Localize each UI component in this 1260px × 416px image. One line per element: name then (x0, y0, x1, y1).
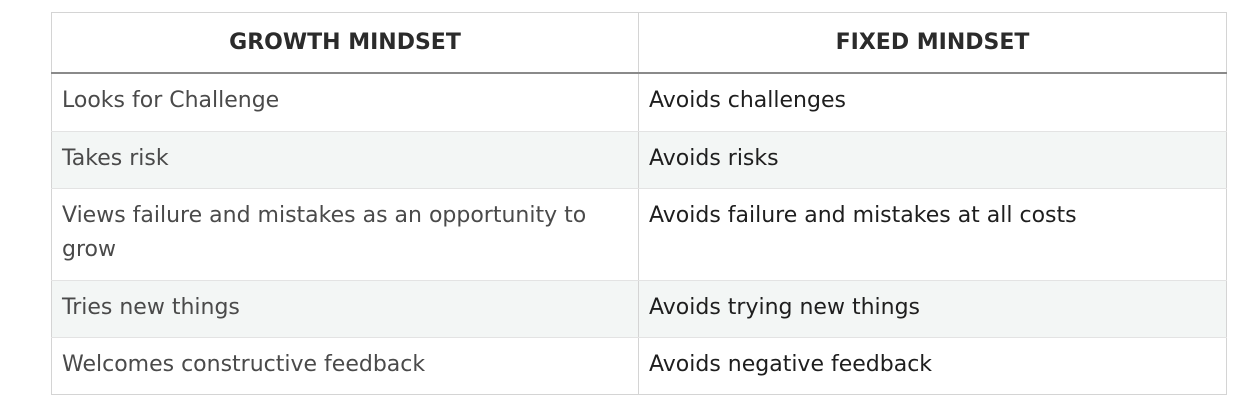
fixed-cell: Avoids challenges (638, 72, 1227, 132)
table-row: Takes risk Avoids risks (51, 131, 1227, 189)
table-body: Looks for Challenge Avoids challenges Ta… (51, 72, 1227, 395)
column-header-growth-mindset: GROWTH MINDSET (51, 12, 639, 74)
fixed-cell: Avoids risks (638, 131, 1227, 189)
mindset-comparison-table: GROWTH MINDSET FIXED MINDSET Looks for C… (51, 12, 1227, 395)
growth-cell: Tries new things (51, 280, 639, 338)
mindset-comparison-table-container: GROWTH MINDSET FIXED MINDSET Looks for C… (51, 12, 1227, 395)
growth-cell: Views failure and mistakes as an opportu… (51, 188, 639, 281)
growth-cell: Takes risk (51, 131, 639, 189)
header-row: GROWTH MINDSET FIXED MINDSET (51, 12, 1227, 74)
table-row: Looks for Challenge Avoids challenges (51, 72, 1227, 132)
table-row: Tries new things Avoids trying new thing… (51, 280, 1227, 338)
fixed-cell: Avoids negative feedback (638, 337, 1227, 395)
fixed-cell: Avoids trying new things (638, 280, 1227, 338)
table-header: GROWTH MINDSET FIXED MINDSET (51, 12, 1227, 74)
table-row: Views failure and mistakes as an opportu… (51, 188, 1227, 281)
column-header-fixed-mindset: FIXED MINDSET (638, 12, 1227, 74)
fixed-cell: Avoids failure and mistakes at all costs (638, 188, 1227, 281)
growth-cell: Looks for Challenge (51, 72, 639, 132)
growth-cell: Welcomes constructive feedback (51, 337, 639, 395)
table-row: Welcomes constructive feedback Avoids ne… (51, 337, 1227, 395)
